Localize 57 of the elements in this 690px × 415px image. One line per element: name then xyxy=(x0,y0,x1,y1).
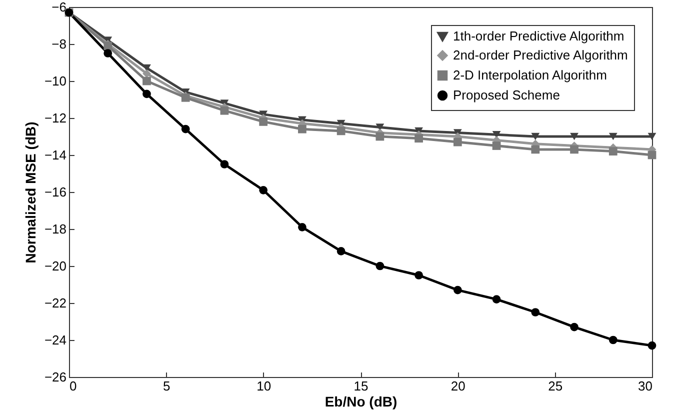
y-tick-label: −12 xyxy=(44,110,66,126)
point xyxy=(414,271,423,280)
point xyxy=(414,134,423,143)
y-tick-label: −8 xyxy=(52,36,66,52)
y-tick-label: −14 xyxy=(44,148,66,162)
point xyxy=(570,132,578,140)
point xyxy=(181,124,190,134)
x-axis-title: Eb/No (dB) xyxy=(324,394,398,410)
x-tick-label: 5 xyxy=(163,378,170,394)
point xyxy=(376,262,384,270)
x-tick-label: 10 xyxy=(256,378,272,394)
point xyxy=(298,222,306,232)
point xyxy=(531,132,540,140)
legend-label: 2-D Interpolation Algorithm xyxy=(453,68,607,82)
point xyxy=(492,295,501,304)
point xyxy=(608,336,618,344)
point xyxy=(648,132,656,140)
legend-label: 1th-order Predictive Algorithm xyxy=(453,28,624,44)
point xyxy=(531,145,540,154)
point xyxy=(608,132,618,140)
y-tick-label: −24 xyxy=(44,332,66,348)
x-tick-label: 15 xyxy=(354,378,368,394)
y-tick-label: −16 xyxy=(44,184,66,200)
point xyxy=(492,142,501,150)
point xyxy=(570,322,578,332)
y-tick-label: −6 xyxy=(52,0,66,14)
point xyxy=(259,118,268,126)
legend-label: Proposed Scheme xyxy=(453,88,560,102)
y-tick-label: −20 xyxy=(44,258,66,274)
point xyxy=(648,150,656,160)
point xyxy=(220,160,229,168)
point xyxy=(142,76,151,86)
x-tick-label: 0 xyxy=(70,378,77,394)
legend-label: 2nd-order Predictive Algorithm xyxy=(453,48,628,62)
y-tick-label: −26 xyxy=(44,370,66,384)
y-tick-label: −22 xyxy=(44,296,66,310)
point xyxy=(142,90,151,98)
point xyxy=(104,49,112,58)
point xyxy=(220,106,229,115)
point xyxy=(336,126,346,136)
point xyxy=(376,132,384,141)
y-axis-title: Normalized MSE (dB) xyxy=(22,122,38,264)
point xyxy=(453,138,462,146)
point xyxy=(453,286,462,294)
x-tick-label: 30 xyxy=(638,378,652,394)
point xyxy=(648,341,656,350)
point xyxy=(570,145,578,154)
y-tick-label: −10 xyxy=(44,74,66,88)
point xyxy=(142,69,151,78)
x-tick-label: 20 xyxy=(450,378,466,394)
point xyxy=(298,124,306,134)
y-tick-label: −18 xyxy=(44,222,66,236)
x-tick-label: 25 xyxy=(548,378,563,394)
point xyxy=(259,186,268,194)
point xyxy=(336,247,346,256)
point xyxy=(531,308,540,316)
point xyxy=(608,147,618,156)
